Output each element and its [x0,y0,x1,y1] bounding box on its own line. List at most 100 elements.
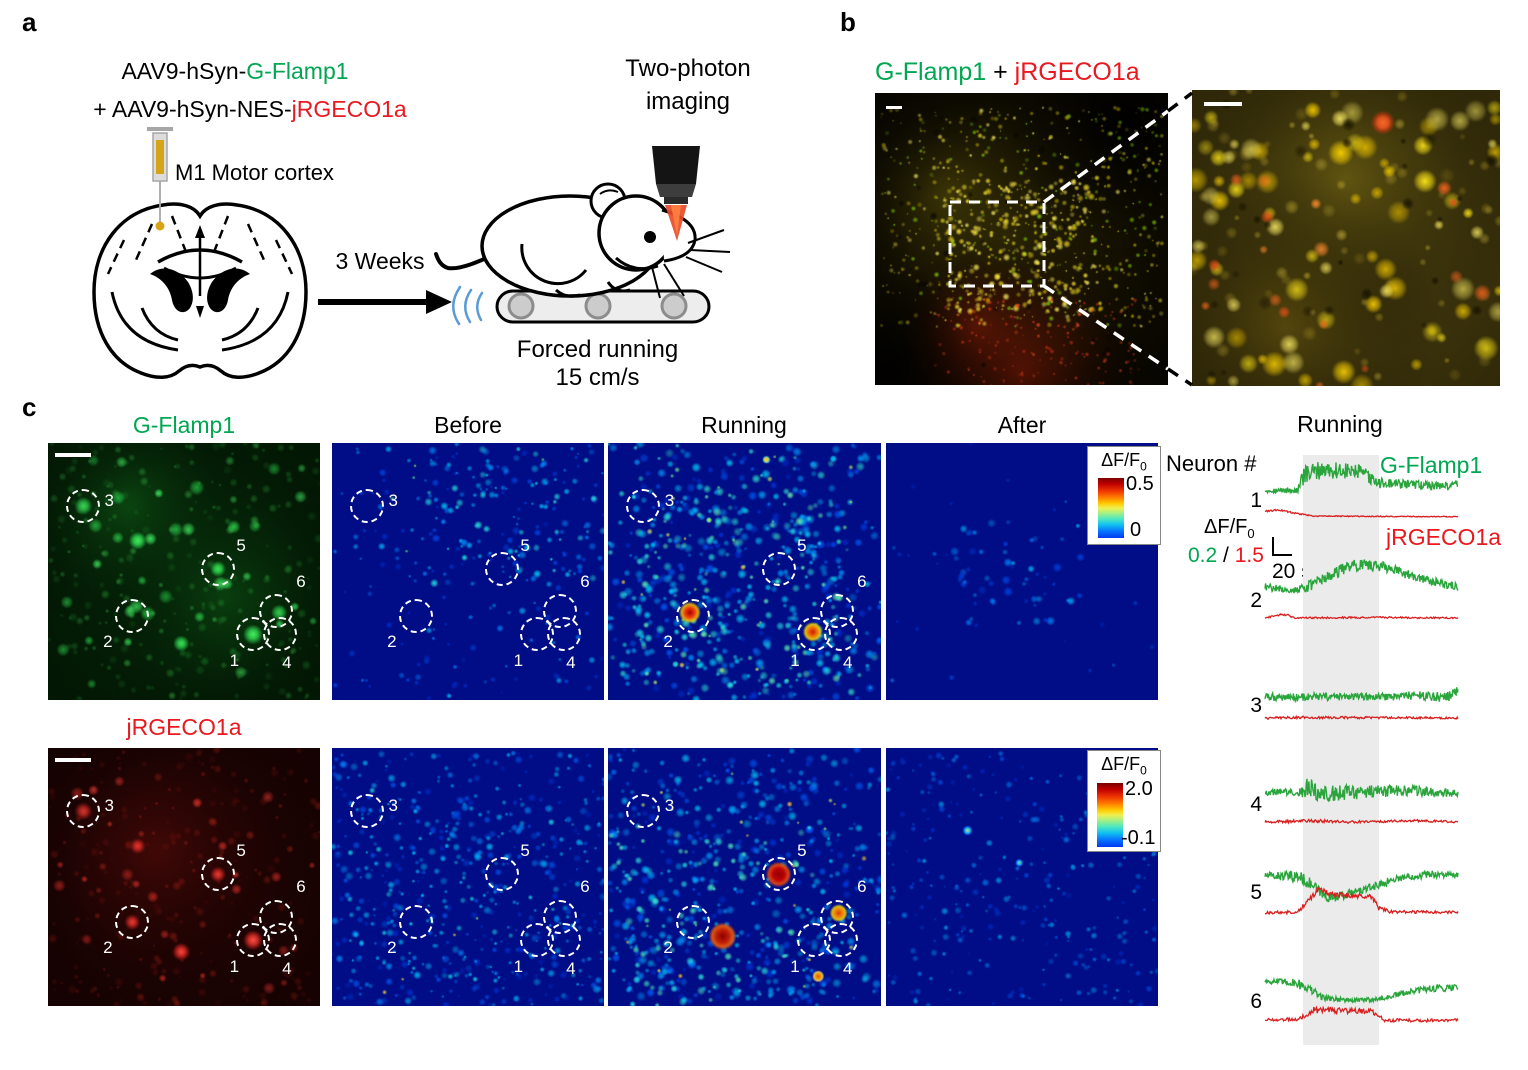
legend-jrgeco1a: jRGECO1a [1386,524,1502,550]
gflamp1-trace-neuron-2 [1264,559,1459,595]
roi-circle-3 [626,488,661,523]
colorbar-top-label: ΔF/F0 [1101,450,1147,474]
jrgeco1a-trace-neuron-3 [1264,714,1459,721]
roi-number-6: 6 [580,877,590,897]
roi-number-3: 3 [104,490,114,510]
colorbar-top-min: 0 [1130,519,1142,541]
roi-circle-5 [201,551,235,586]
jrgeco1a-trace-neuron-6 [1265,1005,1459,1024]
neuron-number-6: 6 [1250,989,1262,1013]
roi-circle-3 [66,794,101,829]
roi-circle-2 [115,905,150,940]
trace-panel: Running Neuron # G-Flamp1 jRGECO1a ΔF/F0… [1160,405,1528,1070]
panel-b-title: G-Flamp1 + jRGECO1a [875,58,1140,87]
colorbar-top-max: 0.5 [1126,473,1154,495]
neuron-number-3: 3 [1250,693,1262,717]
construct-line2-prefix: + AAV9-hSyn-NES- [93,96,292,122]
roi-number-2: 2 [663,937,673,957]
colorbar-bottom-label: ΔF/F0 [1101,754,1147,778]
roi-circle-3 [350,488,385,523]
roi-number-6: 6 [580,571,590,591]
roi-number-5: 5 [236,841,246,861]
gflamp1-trace-neuron-3 [1264,687,1459,704]
mouse-face-details [644,229,731,299]
roi-number-4: 4 [282,958,292,978]
roi-number-4: 4 [566,958,576,978]
roi-number-3: 3 [664,490,675,510]
gflamp1-trace-neuron-1 [1264,462,1459,495]
scale-bar [886,106,902,109]
roi-circle-5 [761,551,796,586]
roi-number-6: 6 [296,877,306,897]
roi-circle-5 [761,857,796,892]
two-photon-zoom-canvas [1192,90,1500,386]
roi-number-5: 5 [520,535,530,555]
roi-number-1: 1 [229,957,240,977]
column-title-after: After [997,412,1047,438]
construct-line1-prefix: AAV9-hSyn- [121,58,247,84]
colorbar-bottom-min: -0.1 [1121,827,1156,849]
running-period-band [1303,455,1379,1045]
panel-c-label: c [22,392,37,422]
construct-line2-jrgeco1a: jRGECO1a [291,96,407,122]
two-photon-overview-canvas [875,93,1168,385]
roi-number-5: 5 [797,535,807,555]
interval-label: 3 Weeks [335,248,425,274]
roi-circle-4 [546,923,581,958]
treadmill-icon [495,289,711,324]
roi-circle-2 [399,599,434,634]
roi-number-3: 3 [388,490,398,510]
jrgeco1a-running-heatmap: 3 5 6 2 1 4 [608,748,881,1006]
panel-b-label: b [840,7,856,37]
roi-number-5: 5 [520,841,530,861]
roi-number-4: 4 [842,652,853,672]
roi-circle-3 [66,488,101,523]
gflamp1-running-heatmap: 3 5 6 2 1 4 [608,443,881,700]
colorbar-bottom-gradient [1097,783,1123,847]
neuron-header: Neuron # [1166,451,1257,476]
traces-plot [1264,455,1459,1045]
roi-number-1: 1 [513,957,524,977]
roi-number-5: 5 [797,841,807,861]
construct-line-2: + AAV9-hSyn-NES-jRGECO1a [40,96,460,122]
column-title-gflamp1: G-Flamp1 [132,412,236,438]
neuron-number-2: 2 [1250,588,1262,612]
brain-section-icon [92,202,308,379]
motion-marks-icon [452,285,484,326]
roi-number-6: 6 [296,571,306,591]
neuron-number-5: 5 [1250,881,1262,904]
roi-circle-5 [485,551,519,586]
jrgeco1a-trace-neuron-2 [1264,612,1459,620]
roi-circle-4 [823,923,858,958]
gflamp1-fluorescence-image: 3 5 6 2 1 4 [48,443,320,700]
roi-number-6: 6 [857,571,867,591]
roi-number-2: 2 [103,632,113,652]
roi-circle-3 [626,794,661,829]
row2-title-jrgeco1a: jRGECO1a [126,714,242,740]
panel-b-overview-image [875,93,1168,385]
panel-b-title-plus: + [986,58,1015,86]
roi-number-4: 4 [566,652,576,672]
imaging-label-line2: imaging [645,88,731,115]
time-scale-label: 20 s [1272,560,1312,583]
colorbar-bottom-max: 2.0 [1125,778,1153,800]
jrgeco1a-fluorescence-image: 3 5 6 2 1 4 [48,748,320,1006]
gflamp1-trace-neuron-5 [1264,869,1459,903]
laser-beam-icon [665,205,687,241]
jrgeco1a-trace-neuron-5 [1264,886,1459,916]
colorbar-bottom: ΔF/F0 2.0 -0.1 [1087,750,1161,852]
roi-number-4: 4 [842,958,853,978]
roi-circle-2 [675,599,710,634]
roi-circle-5 [485,857,519,892]
jrgeco1a-before-heatmap: 3 5 6 2 1 4 [332,748,604,1006]
roi-circle-4 [823,617,858,652]
colorbar-top: ΔF/F0 0.5 0 [1087,446,1161,545]
trace-panel-title: Running [1297,411,1383,437]
syringe-icon [147,127,173,231]
scale-bar [55,453,91,457]
roi-circle-2 [115,599,150,634]
roi-number-5: 5 [236,535,246,555]
scale-bar [1204,102,1242,106]
roi-number-2: 2 [387,632,397,652]
